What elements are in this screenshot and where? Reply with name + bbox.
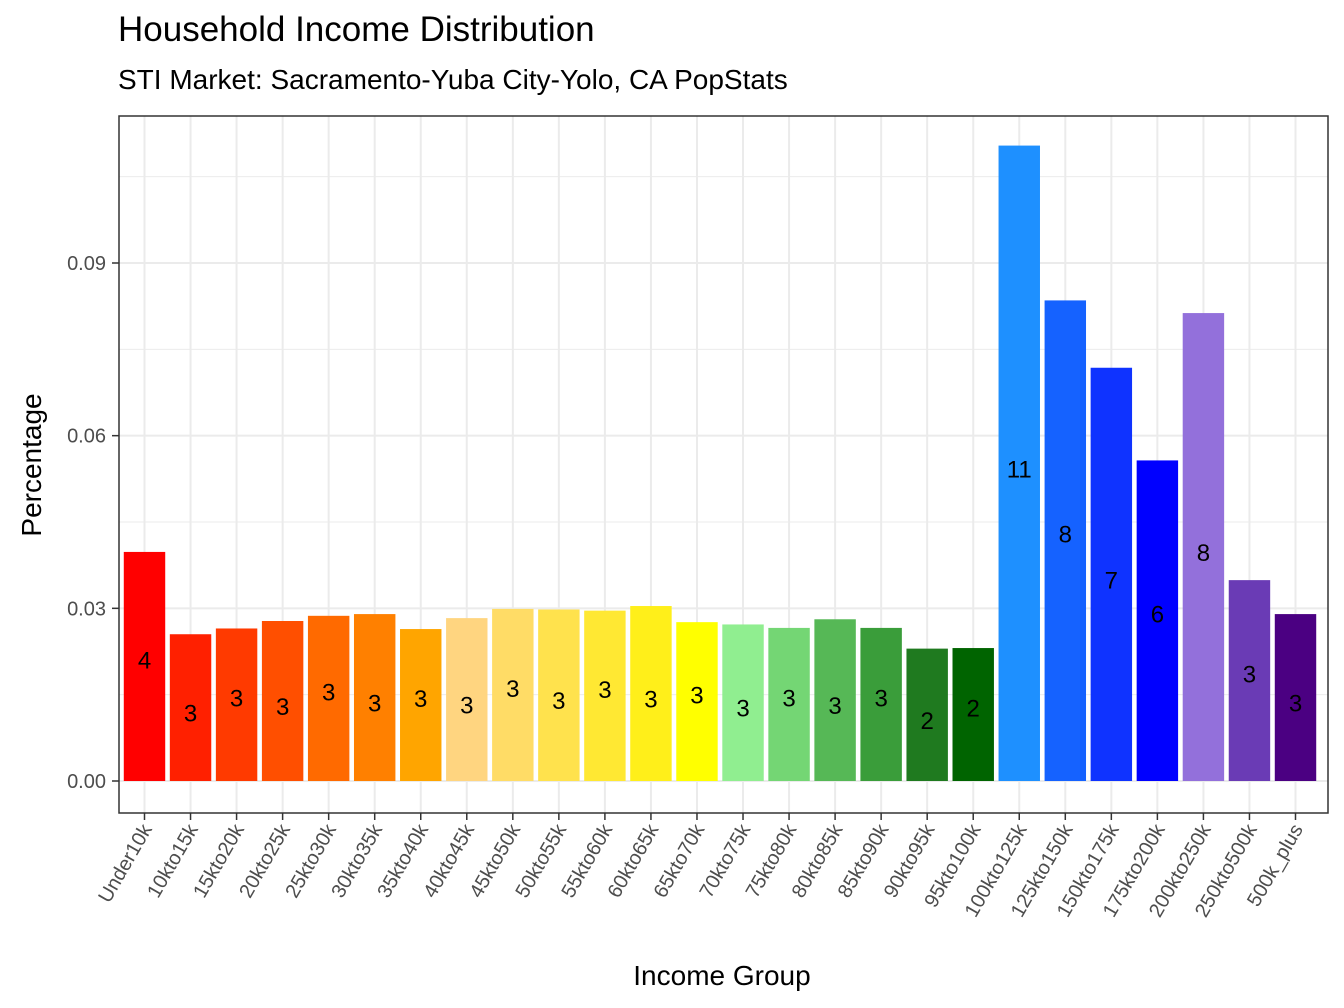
x-axis: Under10k10kto15k15kto20k20kto25k25kto30k… [94, 813, 1308, 921]
data-label: 8 [1197, 540, 1210, 567]
chart-subtitle: STI Market: Sacramento-Yuba City-Yolo, C… [118, 64, 788, 95]
bar [906, 648, 948, 781]
bar [1136, 460, 1179, 781]
bar [998, 145, 1040, 781]
bar [768, 627, 810, 781]
bar [400, 629, 442, 781]
data-label: 3 [598, 677, 611, 704]
bar [1090, 367, 1133, 781]
bar [538, 609, 580, 781]
data-label: 3 [1243, 662, 1256, 689]
bar [1274, 614, 1317, 781]
bar [307, 615, 350, 781]
bar [123, 551, 166, 781]
bar [1044, 300, 1087, 781]
bar-labels-layer: 4 3 3 3 3 3 3 3 3 3 3 3 3 3 3 3 3 2 2 11 8 7 6 8 3 3 [138, 456, 1302, 735]
data-label: 3 [322, 679, 335, 706]
bar [584, 610, 626, 781]
data-label: 3 [552, 688, 565, 715]
data-label: 3 [782, 685, 795, 712]
bar [860, 627, 902, 781]
bar [215, 628, 258, 781]
y-axis: 0.00 0.03 0.06 0.09 [67, 253, 119, 793]
bar [952, 648, 994, 781]
data-label: 3 [874, 685, 887, 712]
data-label: 3 [276, 694, 289, 721]
bar [446, 618, 488, 781]
bar [676, 622, 718, 781]
bar [722, 624, 764, 781]
bar [169, 634, 212, 781]
bar [1182, 313, 1225, 781]
data-label: 3 [690, 683, 703, 710]
data-label: 3 [506, 676, 519, 703]
bar [814, 619, 856, 781]
bar [1228, 580, 1271, 781]
y-tick-label: 0.09 [67, 253, 106, 275]
bar [630, 606, 672, 781]
data-label: 3 [368, 691, 381, 718]
data-label: 3 [414, 686, 427, 713]
data-label: 8 [1059, 522, 1072, 549]
y-tick-label: 0.06 [67, 426, 106, 448]
bar [353, 614, 396, 781]
y-tick-label: 0.00 [67, 771, 106, 793]
data-label: 3 [1289, 691, 1302, 718]
data-label: 3 [736, 696, 749, 723]
data-label: 3 [644, 687, 657, 714]
y-tick-label: 0.03 [67, 598, 106, 620]
data-label: 7 [1105, 567, 1118, 594]
data-label: 3 [828, 693, 841, 720]
data-label: 11 [1007, 456, 1032, 483]
data-label: 3 [184, 701, 197, 728]
data-label: 3 [460, 693, 473, 720]
data-label: 4 [138, 647, 151, 674]
data-label: 2 [921, 708, 934, 735]
data-label: 6 [1151, 602, 1164, 629]
y-axis-title: Percentage [16, 393, 47, 536]
bars-layer [123, 145, 1317, 781]
bar [492, 608, 534, 781]
panel-border [118, 115, 1329, 814]
data-label: 3 [230, 686, 243, 713]
chart-title: Household Income Distribution [118, 10, 595, 49]
x-axis-title: Income Group [633, 960, 810, 991]
bar [261, 620, 304, 781]
data-label: 2 [967, 696, 980, 723]
